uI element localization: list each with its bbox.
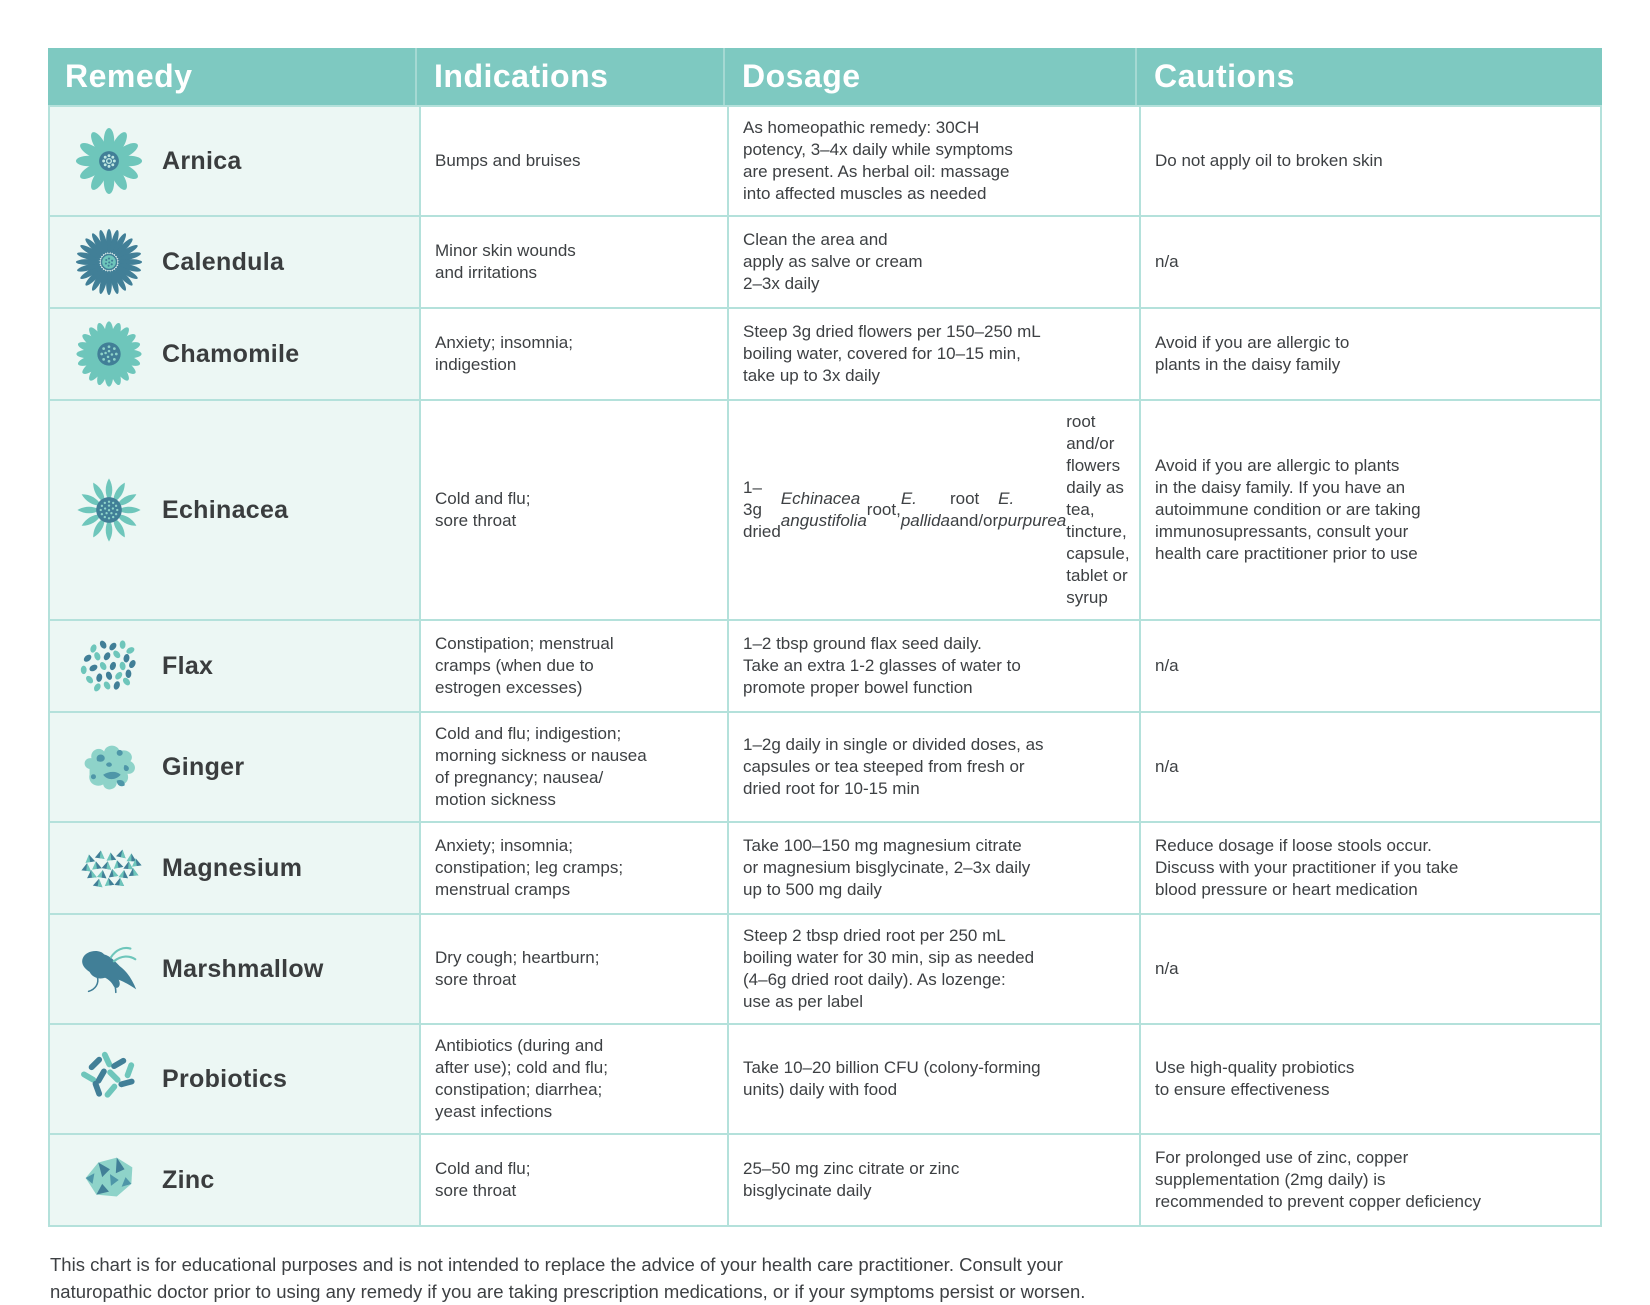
marshmallow-root-icon	[74, 934, 144, 1004]
flax-seeds-icon	[74, 631, 144, 701]
table-header: Remedy Indications Dosage Cautions	[48, 48, 1602, 105]
remedy-cell: Zinc	[50, 1135, 419, 1225]
dosage-cell: As homeopathic remedy: 30CH potency, 3–4…	[727, 107, 1139, 215]
calendula-flower-icon	[74, 227, 144, 297]
dosage-cell: 1–2g daily in single or divided doses, a…	[727, 713, 1139, 821]
table-row: Echinacea Cold and flu; sore throat 1–3g…	[50, 399, 1600, 619]
dosage-cell: Steep 2 tbsp dried root per 250 mL boili…	[727, 915, 1139, 1023]
dosage-cell: 1–2 tbsp ground flax seed daily. Take an…	[727, 621, 1139, 711]
dosage-cell: Take 100–150 mg magnesium citrate or mag…	[727, 823, 1139, 913]
remedy-cell: Chamomile	[50, 309, 419, 399]
chamomile-flower-icon	[74, 319, 144, 389]
cautions-cell: n/a	[1139, 621, 1604, 711]
table-row: Probiotics Antibiotics (during and after…	[50, 1023, 1600, 1133]
table-row: Calendula Minor skin wounds and irritati…	[50, 215, 1600, 307]
column-header-cautions: Cautions	[1135, 48, 1598, 105]
arnica-flower-icon	[74, 126, 144, 196]
remedy-name: Probiotics	[162, 1065, 288, 1093]
remedy-name: Zinc	[162, 1166, 215, 1194]
remedy-cell: Marshmallow	[50, 915, 419, 1023]
remedy-cell: Magnesium	[50, 823, 419, 913]
remedy-cell: Calendula	[50, 217, 419, 307]
remedy-name: Calendula	[162, 248, 285, 276]
indications-cell: Cold and flu; sore throat	[419, 401, 727, 619]
dosage-cell: Take 10–20 billion CFU (colony-forming u…	[727, 1025, 1139, 1133]
remedy-name: Marshmallow	[162, 955, 324, 983]
cautions-cell: n/a	[1139, 915, 1604, 1023]
indications-cell: Minor skin wounds and irritations	[419, 217, 727, 307]
echinacea-flower-icon	[74, 475, 144, 545]
table-row: Ginger Cold and flu; indigestion; mornin…	[50, 711, 1600, 821]
ginger-root-icon	[74, 732, 144, 802]
table-row: Flax Constipation; menstrual cramps (whe…	[50, 619, 1600, 711]
remedy-cell: Arnica	[50, 107, 419, 215]
remedies-table: Remedy Indications Dosage Cautions Arnic…	[48, 48, 1602, 1227]
remedy-name: Echinacea	[162, 496, 289, 524]
remedy-cell: Probiotics	[50, 1025, 419, 1133]
disclaimer-text: This chart is for educational purposes a…	[50, 1254, 1086, 1302]
dosage-cell: 25–50 mg zinc citrate or zinc bisglycina…	[727, 1135, 1139, 1225]
cautions-cell: Avoid if you are allergic to plants in t…	[1139, 401, 1604, 619]
cautions-cell: For prolonged use of zinc, copper supple…	[1139, 1135, 1604, 1225]
cautions-cell: Use high-quality probiotics to ensure ef…	[1139, 1025, 1604, 1133]
indications-cell: Cold and flu; sore throat	[419, 1135, 727, 1225]
indications-cell: Constipation; menstrual cramps (when due…	[419, 621, 727, 711]
cautions-cell: Avoid if you are allergic to plants in t…	[1139, 309, 1604, 399]
dosage-cell: Steep 3g dried flowers per 150–250 mL bo…	[727, 309, 1139, 399]
probiotics-bacteria-icon	[74, 1044, 144, 1114]
dosage-cell: Clean the area and apply as salve or cre…	[727, 217, 1139, 307]
magnesium-crystals-icon	[74, 833, 144, 903]
remedies-chart: Remedy Indications Dosage Cautions Arnic…	[48, 48, 1602, 1305]
remedy-name: Ginger	[162, 753, 245, 781]
cautions-cell: Do not apply oil to broken skin	[1139, 107, 1604, 215]
table-row: Magnesium Anxiety; insomnia; constipatio…	[50, 821, 1600, 913]
indications-cell: Bumps and bruises	[419, 107, 727, 215]
cautions-cell: n/a	[1139, 217, 1604, 307]
cautions-cell: Reduce dosage if loose stools occur. Dis…	[1139, 823, 1604, 913]
indications-cell: Anxiety; insomnia; indigestion	[419, 309, 727, 399]
remedy-cell: Echinacea	[50, 401, 419, 619]
cautions-cell: n/a	[1139, 713, 1604, 821]
remedy-name: Arnica	[162, 147, 242, 175]
indications-cell: Anxiety; insomnia; constipation; leg cra…	[419, 823, 727, 913]
remedy-name: Chamomile	[162, 340, 300, 368]
indications-cell: Cold and flu; indigestion; morning sickn…	[419, 713, 727, 821]
dosage-cell: 1–3g dried Echinacea angustifolia root, …	[727, 401, 1139, 619]
table-row: Marshmallow Dry cough; heartburn; sore t…	[50, 913, 1600, 1023]
indications-cell: Dry cough; heartburn; sore throat	[419, 915, 727, 1023]
remedy-name: Flax	[162, 652, 214, 680]
remedy-name: Magnesium	[162, 854, 303, 882]
zinc-crystal-icon	[74, 1145, 144, 1215]
table-body: Arnica Bumps and bruises As homeopathic …	[50, 105, 1600, 1225]
remedy-cell: Ginger	[50, 713, 419, 821]
table-row: Chamomile Anxiety; insomnia; indigestion…	[50, 307, 1600, 399]
remedy-cell: Flax	[50, 621, 419, 711]
indications-cell: Antibiotics (during and after use); cold…	[419, 1025, 727, 1133]
column-header-remedy: Remedy	[65, 58, 193, 94]
table-row: Zinc Cold and flu; sore throat 25–50 mg …	[50, 1133, 1600, 1225]
column-header-indications: Indications	[415, 48, 723, 105]
table-row: Arnica Bumps and bruises As homeopathic …	[50, 105, 1600, 215]
column-header-dosage: Dosage	[723, 48, 1135, 105]
